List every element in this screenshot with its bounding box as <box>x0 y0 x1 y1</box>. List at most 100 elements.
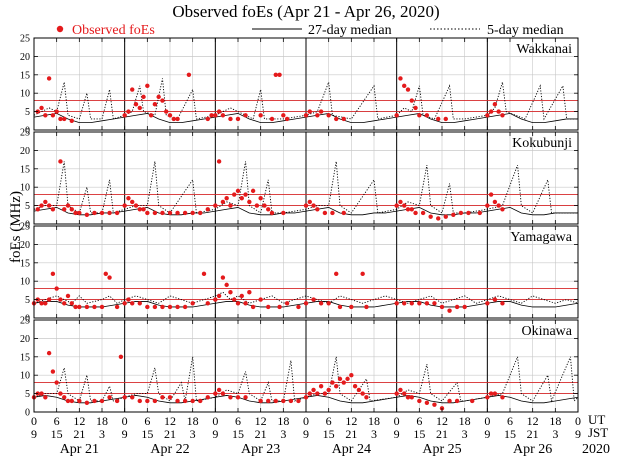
jst-tick-label: 15 <box>141 427 153 441</box>
observed-point <box>266 398 271 404</box>
observed-point <box>99 210 105 216</box>
observed-point <box>122 113 127 118</box>
observed-point <box>205 116 210 122</box>
panel-okinawa: 0 5 10 15 20 25 Okinawa <box>20 316 579 419</box>
y-tick-label: 15 <box>20 258 30 269</box>
observed-point <box>436 216 441 221</box>
observed-point <box>58 116 63 122</box>
observed-point <box>315 207 320 212</box>
observed-point <box>84 304 90 310</box>
observed-point <box>107 210 112 216</box>
observed-point <box>39 105 44 111</box>
jst-tick-label: 9 <box>303 427 309 441</box>
observed-point <box>311 203 316 208</box>
jst-tick-label: 3 <box>371 427 377 441</box>
observed-point <box>402 83 407 89</box>
ut-tick-label: 6 <box>416 414 422 428</box>
observed-point <box>485 395 490 400</box>
observed-point <box>485 301 490 306</box>
panel-wakkanai: 0 5 10 15 20 25 Wakkanai <box>20 34 579 137</box>
observed-point <box>39 301 44 306</box>
observed-point <box>266 207 271 212</box>
y-tick-label: 10 <box>20 183 30 194</box>
observed-point <box>258 398 263 404</box>
observed-point <box>216 387 222 393</box>
observed-point <box>167 210 173 216</box>
observed-point <box>114 398 120 404</box>
observed-point <box>130 301 135 306</box>
observed-point <box>432 301 437 306</box>
observed-point <box>175 398 180 404</box>
observed-point <box>182 304 188 310</box>
observed-point <box>235 301 241 306</box>
observed-point <box>239 293 244 299</box>
observed-point <box>62 301 67 306</box>
panel-kokubunji: 0 5 10 15 20 25 Kokubunji <box>20 128 579 231</box>
observed-point <box>424 301 430 306</box>
ut-tick-label: 12 <box>255 414 267 428</box>
jst-tick-label: 9 <box>484 427 490 441</box>
observed-point <box>137 398 142 404</box>
observed-point <box>126 196 131 201</box>
chart-title: Observed foEs (Apr 21 - Apr 26, 2020) <box>172 2 439 21</box>
observed-point <box>160 395 165 400</box>
jst-tick-label: 9 <box>122 427 128 441</box>
observed-point <box>273 398 278 404</box>
observed-point <box>145 83 150 89</box>
observed-point <box>65 293 71 299</box>
jst-tick-label: 21 <box>73 427 85 441</box>
observed-point <box>447 308 452 313</box>
observed-point <box>133 102 139 107</box>
observed-point <box>398 199 403 205</box>
observed-point <box>122 301 127 306</box>
y-axis-label: foEs (MHz) <box>8 191 24 263</box>
observed-point <box>258 113 263 118</box>
observed-point <box>43 113 48 118</box>
observed-point <box>337 304 343 310</box>
ut-tick-label: 6 <box>144 414 150 428</box>
observed-point <box>69 207 74 212</box>
observed-point <box>281 210 286 216</box>
observed-point <box>99 304 105 310</box>
day-label: Apr 21 <box>60 442 99 457</box>
observed-point <box>458 210 464 216</box>
observed-point <box>213 297 218 302</box>
observed-point <box>443 116 448 122</box>
jst-tick-label: 9 <box>31 427 37 441</box>
median5-line-yamagawa <box>33 291 579 304</box>
observed-point <box>35 207 40 212</box>
ut-tick-label: 12 <box>527 414 539 428</box>
y-tick-label: 0 <box>25 126 30 137</box>
observed-point <box>65 203 71 208</box>
y-tick-label: 25 <box>20 222 30 233</box>
observed-point <box>288 398 294 404</box>
observed-point <box>318 109 324 114</box>
ut-tick-label: 12 <box>345 414 357 428</box>
observed-point <box>107 395 112 400</box>
observed-point <box>224 196 229 201</box>
observed-point <box>394 301 399 306</box>
observed-point <box>126 109 131 114</box>
observed-point <box>356 387 362 393</box>
observed-point <box>398 387 403 393</box>
observed-point <box>122 203 127 208</box>
observed-point <box>54 109 59 114</box>
observed-point <box>148 113 154 118</box>
observed-point <box>341 210 346 216</box>
observed-point <box>58 391 63 396</box>
observed-point <box>405 207 411 212</box>
observed-point <box>262 203 267 208</box>
bottom-axis: 0961512211830961512211830961512211830961… <box>31 414 581 457</box>
observed-point <box>345 376 350 382</box>
observed-point <box>409 207 414 212</box>
ut-tick-label: 0 <box>122 414 128 428</box>
jst-tick-label: 15 <box>51 427 63 441</box>
observed-point <box>326 301 331 306</box>
observed-point <box>137 207 142 212</box>
observed-point <box>315 391 320 396</box>
observed-point <box>182 398 188 404</box>
observed-point <box>145 398 150 404</box>
observed-point <box>50 369 56 374</box>
observed-point <box>341 116 346 122</box>
